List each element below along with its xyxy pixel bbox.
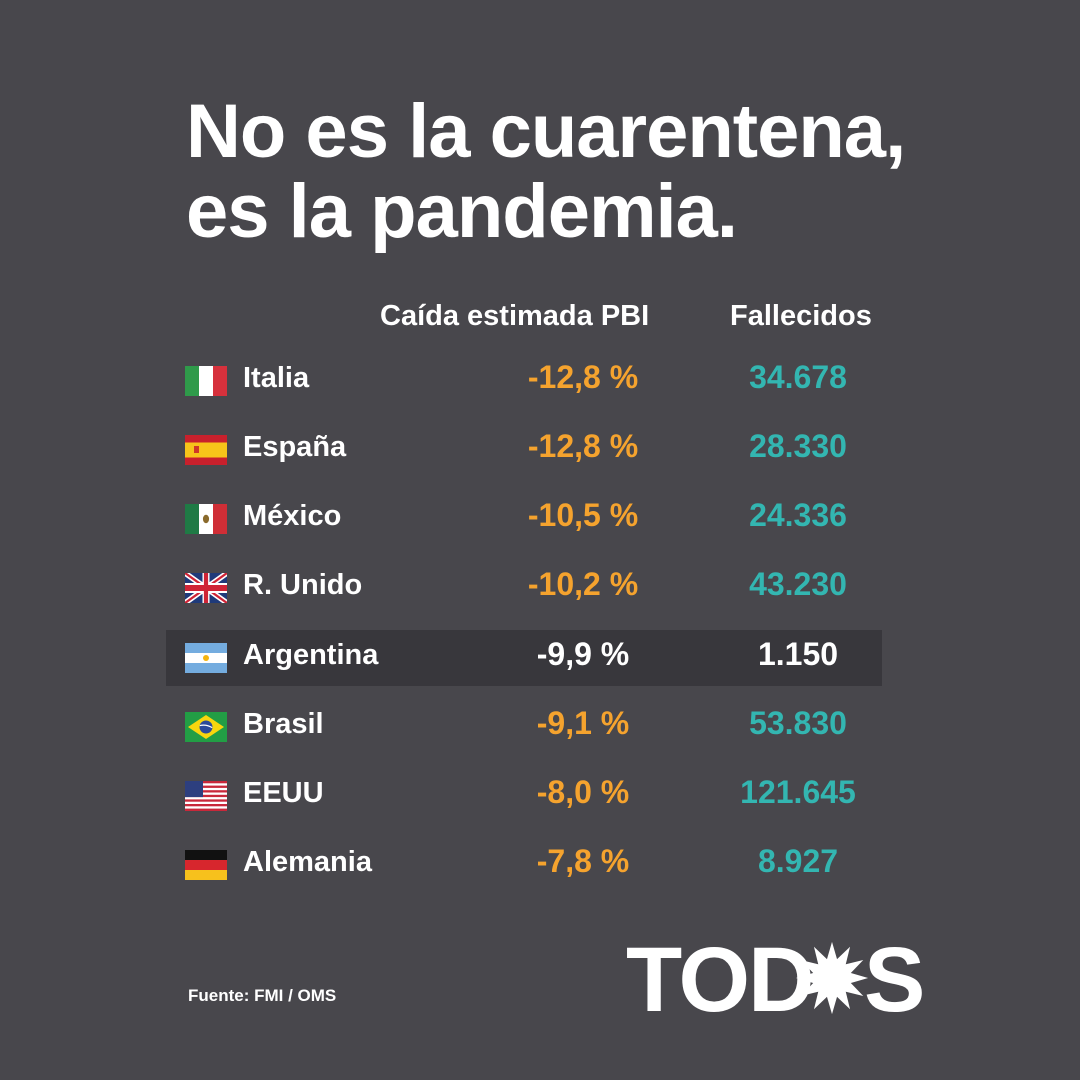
- italy-flag-icon: [185, 366, 227, 396]
- sun-icon: [795, 941, 869, 1015]
- country-name: Argentina: [243, 639, 379, 671]
- table-row: Alemania -7,8 % 8.927: [166, 837, 882, 893]
- deaths-value: 43.230: [749, 566, 847, 602]
- brazil-flag-icon: [185, 712, 227, 742]
- pbi-value: -10,2 %: [527, 566, 639, 602]
- todos-logo: TOD S: [626, 930, 936, 1030]
- mexico-flag-icon: [185, 504, 227, 534]
- deaths-value: 24.336: [749, 497, 847, 533]
- pbi-value: -9,1 %: [536, 705, 630, 741]
- country-name: Alemania: [243, 846, 372, 878]
- argentina-flag-icon: [185, 643, 227, 673]
- table-row: R. Unido -10,2 % 43.230: [166, 560, 882, 616]
- country-name: España: [243, 431, 347, 463]
- germany-flag-icon: [185, 850, 227, 880]
- country-name: Italia: [243, 362, 310, 394]
- deaths-value: 1.150: [757, 636, 839, 672]
- table-row: Italia -12,8 % 34.678: [166, 353, 882, 409]
- headline-line-2: es la pandemia.: [186, 169, 738, 254]
- logo-text-left: TOD: [626, 929, 815, 1031]
- logo-text-right: S: [864, 929, 925, 1031]
- usa-flag-icon: [185, 781, 227, 811]
- country-name: EEUU: [243, 777, 324, 809]
- header-pbi: Caída estimada PBI: [380, 300, 650, 332]
- deaths-value: 34.678: [749, 359, 847, 395]
- spain-flag-icon: [185, 435, 227, 465]
- pbi-value: -12,8 %: [527, 428, 639, 464]
- table-row-highlighted: Argentina -9,9 % 1.150: [166, 630, 882, 686]
- table-row: España -12,8 % 28.330: [166, 422, 882, 478]
- pbi-value: -8,0 %: [536, 774, 630, 810]
- pbi-value: -12,8 %: [527, 359, 639, 395]
- country-name: México: [243, 500, 342, 532]
- pbi-value: -10,5 %: [527, 497, 639, 533]
- uk-flag-icon: [185, 573, 227, 603]
- headline: No es la cuarentena, es la pandemia.: [186, 89, 906, 254]
- deaths-value: 121.645: [740, 774, 856, 810]
- deaths-value: 53.830: [749, 705, 847, 741]
- table-row: EEUU -8,0 % 121.645: [166, 768, 882, 824]
- country-name: Brasil: [243, 708, 324, 740]
- source-note: Fuente: FMI / OMS: [188, 986, 337, 1005]
- header-deaths: Fallecidos: [730, 300, 872, 332]
- pbi-value: -9,9 %: [536, 636, 630, 672]
- headline-line-1: No es la cuarentena,: [186, 89, 906, 174]
- deaths-value: 8.927: [757, 843, 839, 879]
- pbi-value: -7,8 %: [536, 843, 630, 879]
- table-row: México -10,5 % 24.336: [166, 491, 882, 547]
- table-row: Brasil -9,1 % 53.830: [166, 699, 882, 755]
- country-name: R. Unido: [243, 569, 363, 601]
- deaths-value: 28.330: [749, 428, 847, 464]
